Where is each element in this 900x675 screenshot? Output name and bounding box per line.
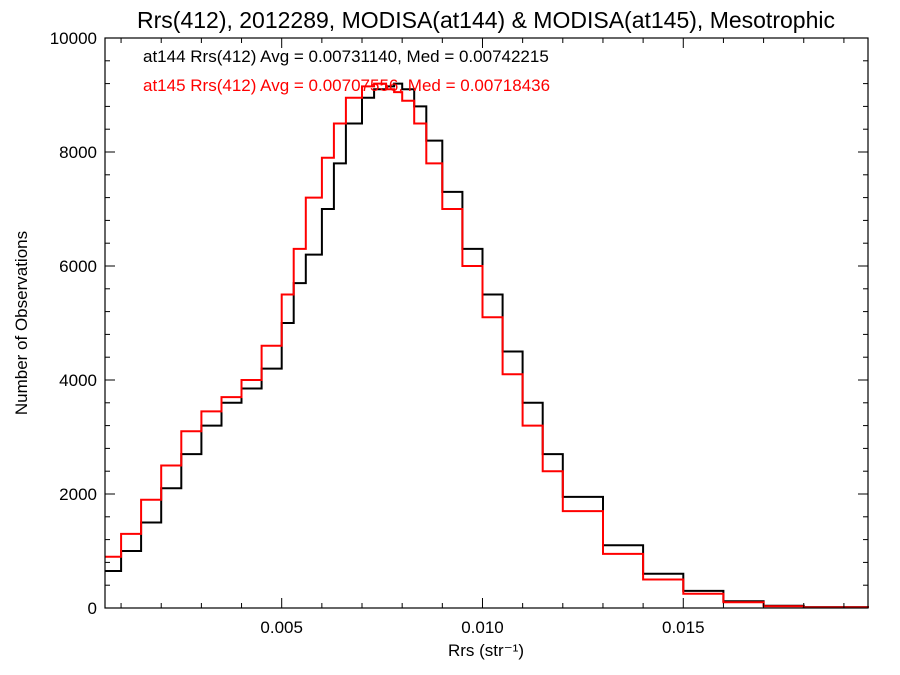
series-line-0: [105, 82, 869, 609]
annotation-at145: at145 Rrs(412) Avg = 0.00707556, Med = 0…: [143, 76, 550, 95]
x-axis-label: Rrs (str⁻¹): [448, 641, 524, 660]
y-axis-ticks: 0 2000 4000 6000 8000 10000: [50, 29, 868, 618]
y-tick-label: 10000: [50, 29, 97, 48]
x-tick-label: 0.015: [662, 618, 705, 637]
chart-title: Rrs(412), 2012289, MODISA(at144) & MODIS…: [137, 7, 835, 33]
y-tick-label: 6000: [59, 257, 97, 276]
plot-frame: [104, 37, 869, 609]
x-axis-label-text: Rrs (str⁻¹): [448, 641, 524, 660]
y-tick-label: 2000: [59, 485, 97, 504]
y-tick-label: 8000: [59, 143, 97, 162]
y-tick-label: 0: [88, 599, 97, 618]
x-tick-label: 0.005: [260, 618, 303, 637]
y-tick-label: 4000: [59, 371, 97, 390]
x-axis-ticks: 0.005 0.010 0.015: [120, 38, 845, 637]
annotation-at144: at144 Rrs(412) Avg = 0.00731140, Med = 0…: [143, 47, 549, 66]
series-line-1: [105, 82, 869, 609]
series-layer: [105, 82, 869, 609]
x-tick-label: 0.010: [461, 618, 504, 637]
y-axis-label: Number of Observations: [12, 231, 31, 415]
